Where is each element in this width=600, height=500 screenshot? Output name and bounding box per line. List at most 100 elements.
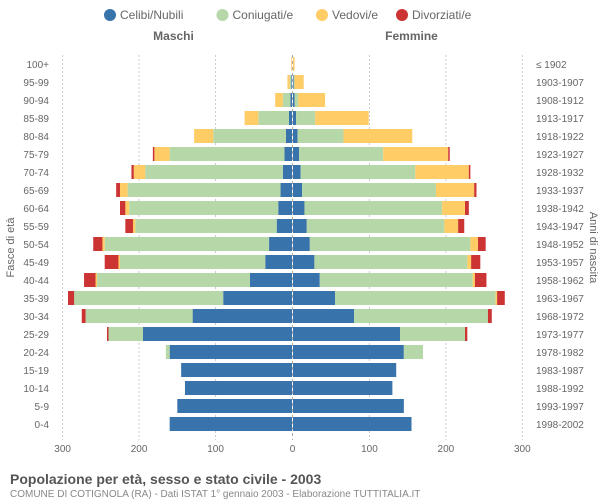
male-bar-segment xyxy=(290,75,292,89)
male-bar-segment xyxy=(133,219,135,233)
birth-year-label: 1908-1912 xyxy=(536,96,584,107)
female-bar-segment xyxy=(295,93,299,107)
female-bar-segment xyxy=(496,291,498,305)
female-bar-segment xyxy=(293,165,301,179)
female-bar-segment xyxy=(298,129,344,143)
male-bar-segment xyxy=(177,399,292,413)
female-bar-segment xyxy=(302,183,436,197)
legend-label: Divorziati/e xyxy=(412,8,472,22)
birth-year-label: 1903-1907 xyxy=(536,78,584,89)
male-bar-segment xyxy=(153,147,155,161)
female-bar-segment xyxy=(404,345,423,359)
male-bar-segment xyxy=(278,201,292,215)
female-bar-segment xyxy=(293,381,392,395)
female-bar-segment xyxy=(293,417,412,431)
age-label: 15-19 xyxy=(23,366,49,377)
female-bar-segment xyxy=(469,165,471,179)
female-bar-segment xyxy=(293,183,302,197)
female-bar-segment xyxy=(293,57,295,71)
age-label: 70-74 xyxy=(23,168,49,179)
male-bar-segment xyxy=(283,165,292,179)
male-bar-segment xyxy=(107,327,109,341)
male-bar-segment xyxy=(118,255,120,269)
birth-year-label: 1923-1927 xyxy=(536,150,584,161)
male-bar-segment xyxy=(145,165,283,179)
right-axis-title: Anni di nascita xyxy=(587,212,599,284)
female-bar-segment xyxy=(335,291,496,305)
male-bar-segment xyxy=(105,237,269,251)
male-bar-segment xyxy=(134,165,145,179)
male-bar-segment xyxy=(97,273,250,287)
male-bar-segment xyxy=(96,273,98,287)
female-bar-segment xyxy=(293,291,335,305)
age-label: 35-39 xyxy=(23,294,49,305)
male-bar-segment xyxy=(281,183,292,197)
male-bar-segment xyxy=(102,237,104,251)
male-bar-segment xyxy=(258,111,289,125)
male-bar-segment xyxy=(170,345,292,359)
female-header: Femmine xyxy=(385,29,438,43)
female-bar-segment xyxy=(296,111,315,125)
male-bar-segment xyxy=(290,93,292,107)
male-bar-segment xyxy=(74,291,223,305)
male-bar-segment xyxy=(287,75,289,89)
female-bar-segment xyxy=(442,201,465,215)
birth-year-label: 1913-1917 xyxy=(536,114,584,125)
birth-year-label: 1978-1982 xyxy=(536,348,584,359)
age-label: 75-79 xyxy=(23,150,49,161)
female-bar-segment xyxy=(293,219,307,233)
birth-year-label: 1928-1932 xyxy=(536,168,584,179)
age-label: 25-29 xyxy=(23,330,49,341)
legend-swatch xyxy=(217,9,229,21)
female-bar-segment xyxy=(444,219,458,233)
male-bar-segment xyxy=(86,309,193,323)
male-bar-segment xyxy=(131,165,133,179)
male-bar-segment xyxy=(105,255,119,269)
female-bar-segment xyxy=(474,183,476,197)
age-label: 55-59 xyxy=(23,222,49,233)
male-bar-segment xyxy=(109,327,143,341)
female-bar-segment xyxy=(475,273,486,287)
left-axis-title: Fasce di età xyxy=(5,217,17,278)
male-bar-segment xyxy=(275,93,283,107)
age-label: 20-24 xyxy=(23,348,49,359)
male-bar-segment xyxy=(135,219,276,233)
female-bar-segment xyxy=(354,309,488,323)
male-bar-segment xyxy=(120,183,128,197)
male-bar-segment xyxy=(193,309,292,323)
male-bar-segment xyxy=(129,201,278,215)
birth-year-label: 1918-1922 xyxy=(536,132,584,143)
male-bar-segment xyxy=(277,219,292,233)
female-bar-segment xyxy=(293,309,354,323)
female-bar-segment xyxy=(299,147,383,161)
legend-swatch xyxy=(316,9,328,21)
female-bar-segment xyxy=(400,327,465,341)
female-bar-segment xyxy=(448,147,450,161)
male-bar-segment xyxy=(213,129,286,143)
female-bar-segment xyxy=(293,129,298,143)
male-bar-segment xyxy=(82,309,86,323)
age-label: 10-14 xyxy=(23,384,49,395)
x-tick-label: 100 xyxy=(361,444,378,455)
male-bar-segment xyxy=(291,75,292,89)
female-bar-segment xyxy=(467,255,471,269)
x-tick-label: 300 xyxy=(514,444,531,455)
male-bar-segment xyxy=(143,327,292,341)
age-label: 80-84 xyxy=(23,132,49,143)
female-bar-segment xyxy=(294,75,295,89)
female-bar-segment xyxy=(471,255,480,269)
male-bar-segment xyxy=(181,363,292,377)
male-header: Maschi xyxy=(153,29,194,43)
male-bar-segment xyxy=(84,273,95,287)
birth-year-label: 1973-1977 xyxy=(536,330,584,341)
female-bar-segment xyxy=(473,273,475,287)
female-bar-segment xyxy=(293,237,310,251)
female-bar-segment xyxy=(436,183,474,197)
female-bar-segment xyxy=(470,237,478,251)
female-bar-segment xyxy=(293,399,404,413)
birth-year-label: 1998-2002 xyxy=(536,420,584,431)
male-bar-segment xyxy=(166,345,170,359)
male-bar-segment xyxy=(250,273,292,287)
male-bar-segment xyxy=(194,129,213,143)
female-bar-segment xyxy=(293,201,304,215)
